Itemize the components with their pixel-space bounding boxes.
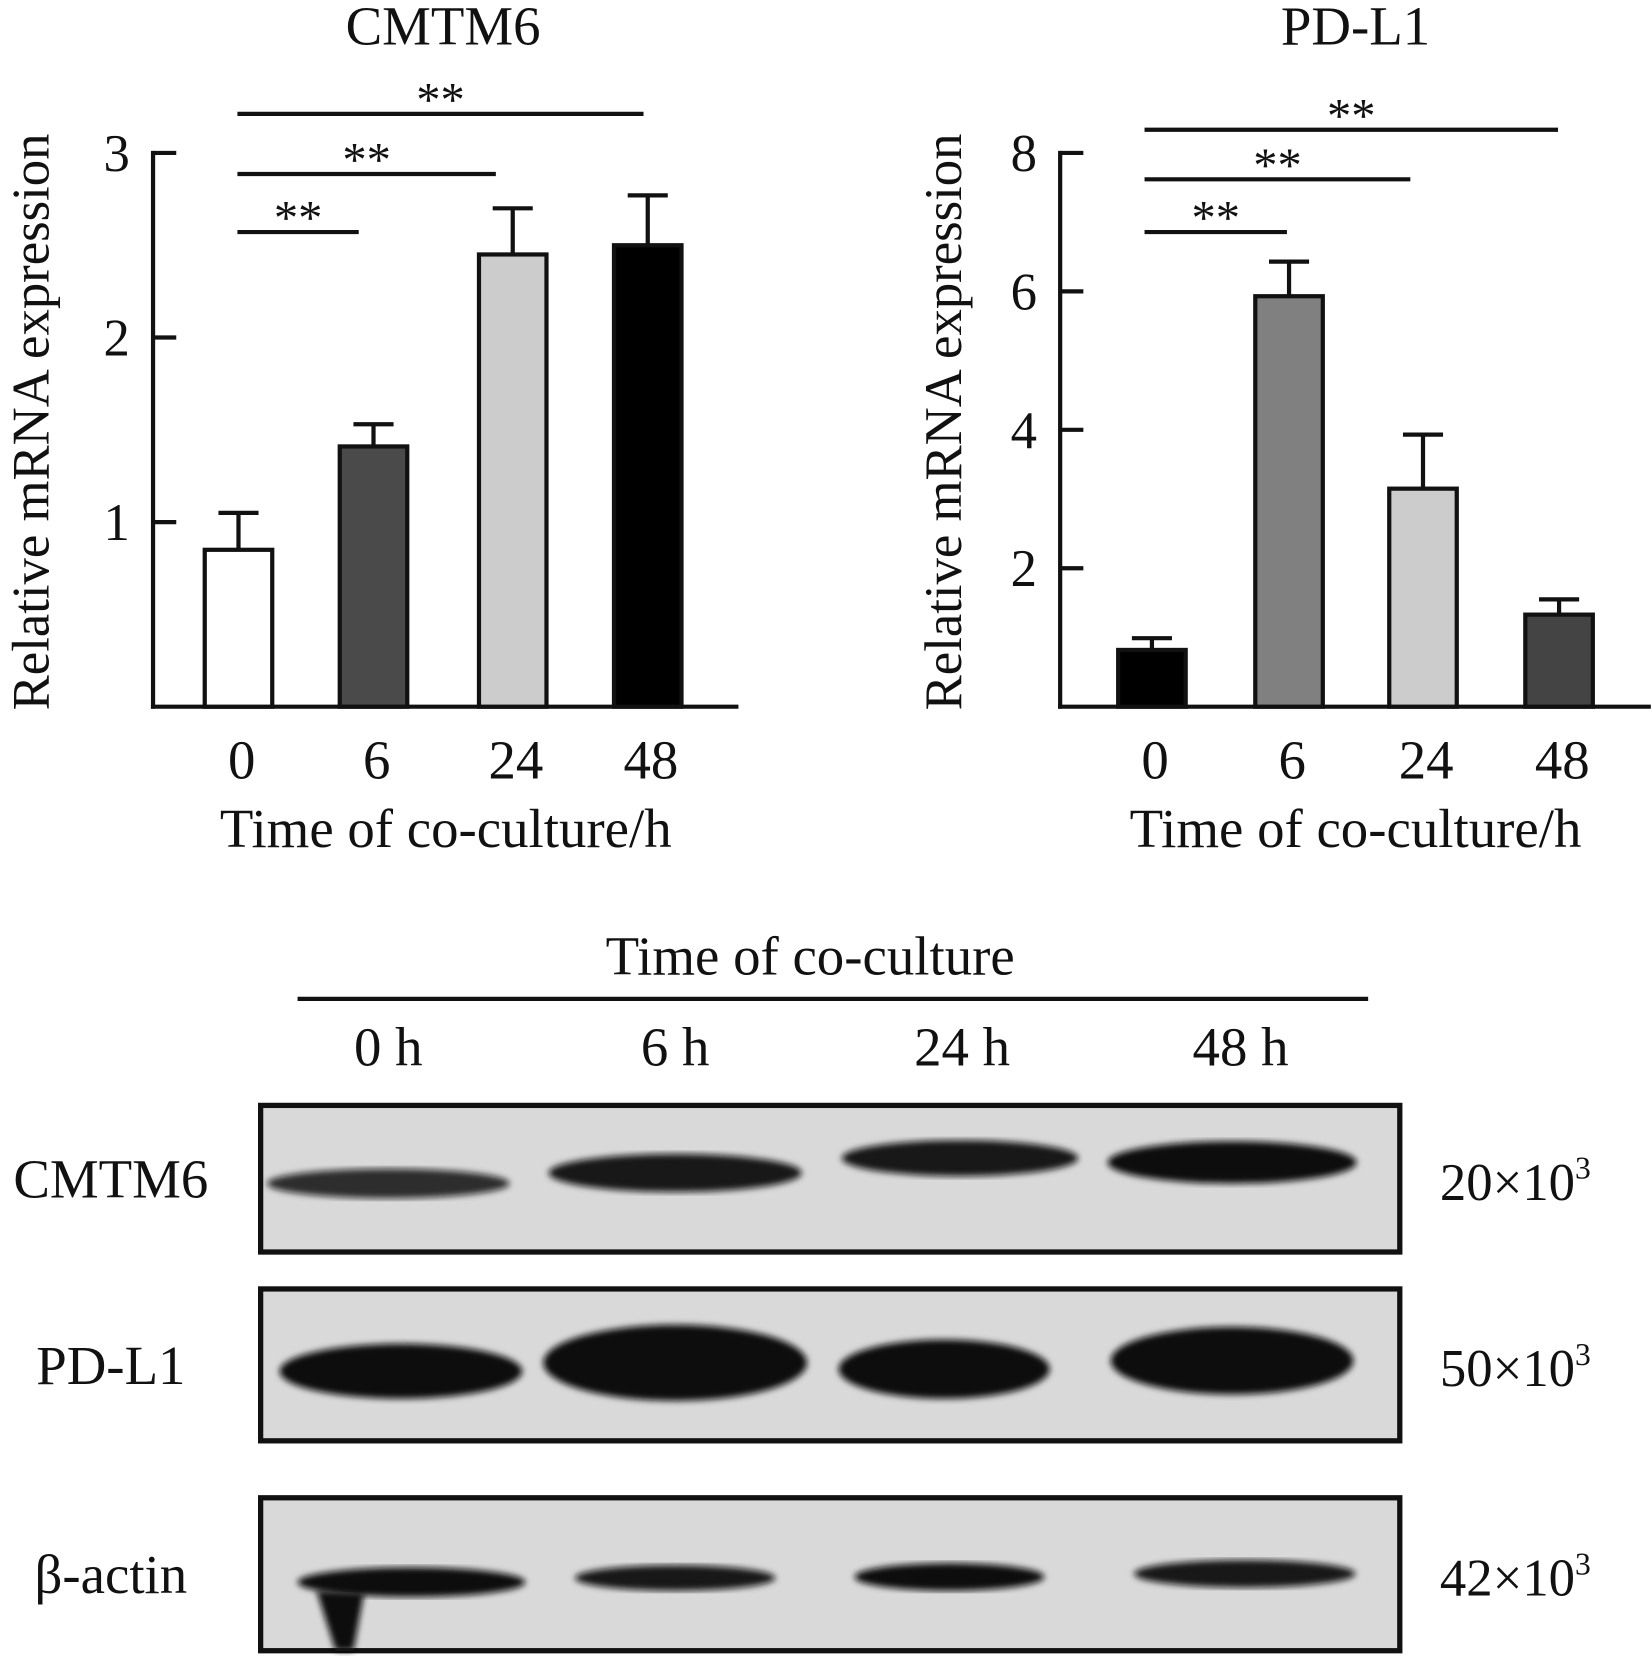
blot-band — [297, 1567, 526, 1597]
bar-24h — [1387, 486, 1459, 709]
significance-marker: ** — [1253, 139, 1302, 192]
x-tick-label: 24 — [488, 729, 543, 790]
blot-band — [279, 1343, 523, 1399]
blot-row-cmtm6: CMTM6 20×103 — [13, 1102, 1591, 1255]
y-tick-label: 2 — [1011, 540, 1037, 598]
blot-row-actin: β-actin 42×103 — [35, 1495, 1591, 1654]
lane-label: 24 h — [914, 1016, 1010, 1077]
x-tick-label: 0 — [1141, 729, 1168, 790]
chart-title: CMTM6 — [346, 0, 541, 56]
x-axis-label: Time of co-culture/h — [1130, 798, 1582, 859]
bar-24h — [476, 252, 549, 709]
lane-label: 48 h — [1193, 1016, 1289, 1077]
bar-0h — [202, 547, 275, 709]
x-tick-label: 6 — [1279, 729, 1306, 790]
molecular-weight-label: 42×103 — [1440, 1546, 1591, 1607]
y-tick-label: 6 — [1011, 263, 1037, 321]
chart-title: PD-L1 — [1281, 0, 1430, 56]
blot-band — [841, 1140, 1079, 1177]
mw-value: 20×10 — [1440, 1154, 1575, 1212]
blot-artifact — [316, 1590, 365, 1651]
blot-band — [854, 1563, 1045, 1591]
significance-marker: ** — [1191, 192, 1240, 245]
significance-marker: ** — [416, 74, 465, 127]
blot-band — [548, 1153, 802, 1192]
blot-row-label: β-actin — [35, 1544, 188, 1605]
mw-exponent: 3 — [1575, 1337, 1591, 1372]
y-tick-label: 3 — [103, 125, 129, 183]
molecular-weight-label: 50×103 — [1440, 1337, 1591, 1398]
bar-48h — [1523, 612, 1595, 709]
western-blot: Time of co-culture 0 h 6 h 24 h 48 h CMT… — [13, 926, 1591, 1654]
blot-band — [543, 1324, 808, 1401]
y-tick-label: 1 — [103, 494, 129, 552]
x-tick-label: 0 — [228, 729, 255, 790]
blot-band — [1107, 1141, 1357, 1184]
x-axis-label: Time of co-culture/h — [220, 798, 672, 859]
y-axis-label: Relative mRNA expression — [3, 133, 61, 710]
blot-row-pdl1: PD-L1 50×103 — [36, 1286, 1591, 1444]
blot-band — [574, 1565, 776, 1591]
molecular-weight-label: 20×103 — [1440, 1151, 1591, 1212]
mw-exponent: 3 — [1575, 1546, 1591, 1581]
lane-label: 6 h — [641, 1016, 710, 1077]
blot-band — [1133, 1560, 1356, 1588]
x-tick-label: 48 — [1535, 729, 1590, 790]
significance-marker: ** — [342, 134, 391, 187]
bar-6h — [1253, 294, 1325, 709]
bar-48h — [611, 243, 684, 709]
significance-marker: ** — [1327, 90, 1376, 143]
significance-marker: ** — [274, 192, 323, 245]
x-tick-label: 24 — [1399, 729, 1454, 790]
mw-value: 50×10 — [1440, 1340, 1575, 1398]
x-tick-label: 48 — [623, 729, 678, 790]
bar-6h — [337, 444, 410, 709]
y-tick-label: 4 — [1011, 402, 1037, 460]
y-tick-label: 8 — [1011, 125, 1037, 183]
mw-exponent: 3 — [1575, 1151, 1591, 1186]
blot-band — [1110, 1326, 1354, 1395]
blot-header: Time of co-culture — [606, 926, 1015, 987]
mw-value: 42×10 — [1440, 1549, 1575, 1607]
y-axis-label: Relative mRNA expression — [915, 133, 973, 710]
bar-0h — [1116, 647, 1188, 709]
lane-label: 0 h — [354, 1016, 423, 1077]
blot-row-label: CMTM6 — [13, 1149, 208, 1210]
blot-band — [838, 1339, 1050, 1399]
blot-band — [266, 1168, 510, 1199]
blot-row-label: PD-L1 — [36, 1335, 185, 1396]
bar-chart-cmtm6: CMTM6 Relative mRNA expression 1 2 3 0 6 24 48 Ti… — [3, 0, 739, 859]
x-tick-label: 6 — [363, 729, 390, 790]
y-tick-label: 2 — [103, 309, 129, 367]
